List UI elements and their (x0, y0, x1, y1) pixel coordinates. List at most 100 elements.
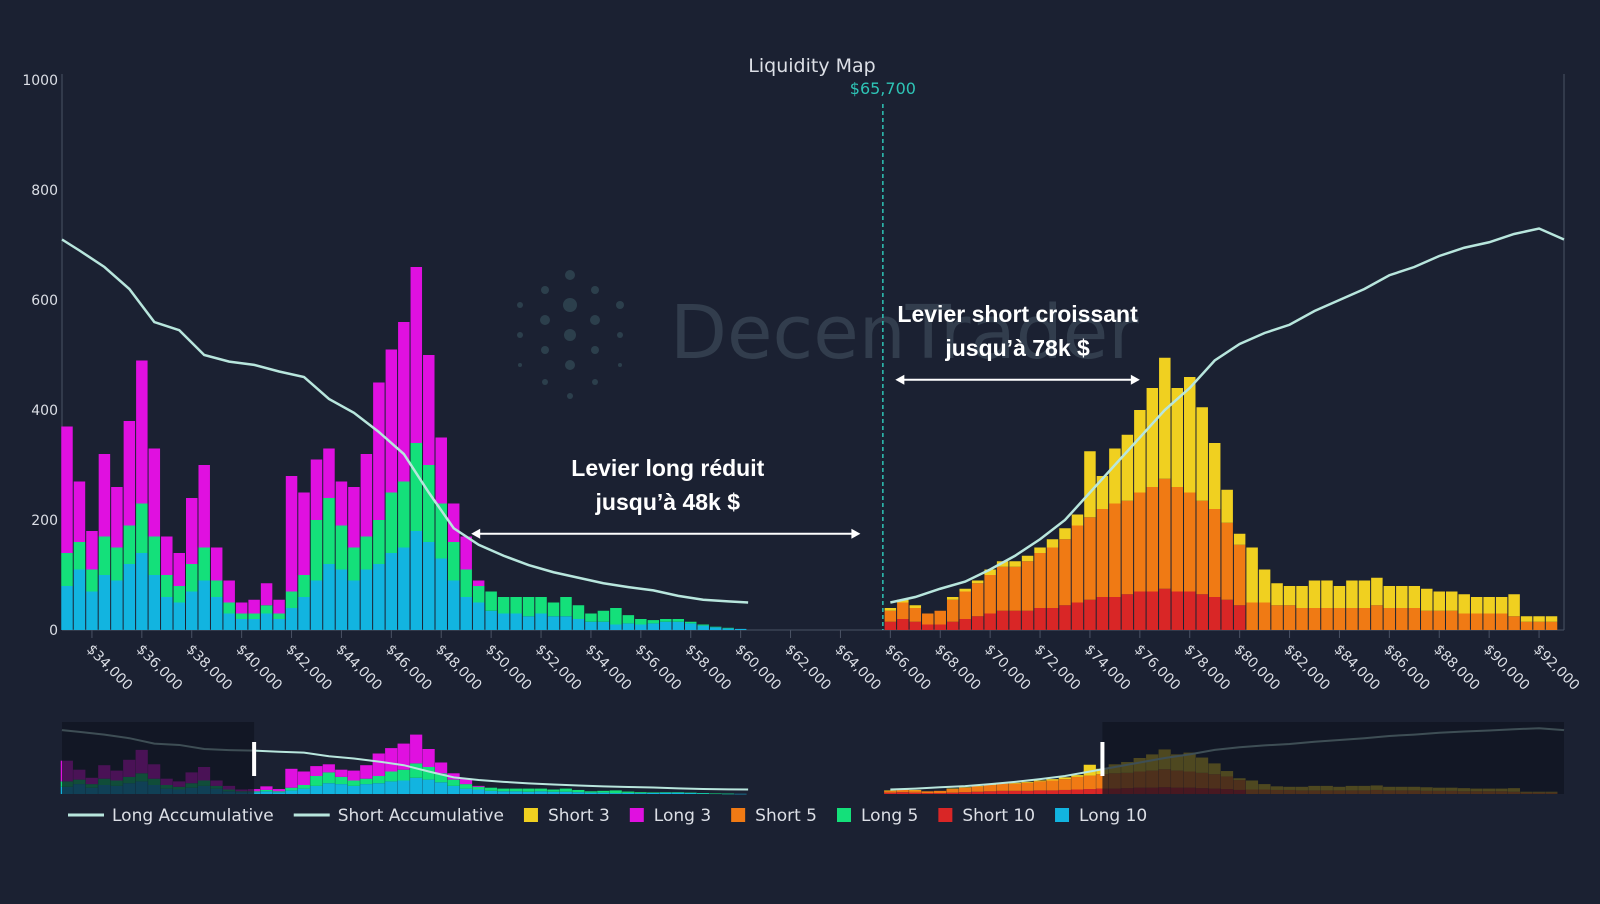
mini-bar-long-5 (347, 780, 360, 786)
bar-short-5 (1508, 616, 1520, 630)
bar-long-5 (472, 586, 485, 603)
bar-long-10 (734, 628, 747, 630)
legend-label: Long 5 (861, 806, 918, 826)
slider-handle-right[interactable] (1100, 742, 1105, 776)
bar-short-10 (1121, 594, 1134, 630)
bar-short-5 (1084, 517, 1096, 600)
legend-label: Short 3 (548, 806, 610, 826)
mini-bar-long-10 (297, 788, 310, 794)
bar-short-3 (1508, 594, 1520, 617)
mini-bar-long-5 (497, 788, 510, 792)
bar-short-10 (1233, 605, 1246, 630)
bar-short-10 (1059, 605, 1071, 630)
legend-item-long-5: Long 5 (837, 806, 918, 826)
mini-bar-long-3 (397, 743, 410, 770)
bar-long-10 (485, 610, 497, 630)
annotation-text: jusqu’à 48k $ (595, 489, 741, 515)
bar-long-10 (348, 580, 360, 630)
range-slider[interactable] (60, 722, 1565, 795)
bar-short-5 (1421, 610, 1433, 630)
mini-bar-short-5 (996, 783, 1009, 791)
mini-bar-long-10 (672, 792, 685, 794)
mini-bar-long-5 (721, 793, 735, 795)
bar-long-3 (323, 448, 335, 498)
current-price-marker: $65,700 (850, 79, 916, 630)
bar-long-3 (460, 536, 472, 570)
bar-short-3 (1421, 588, 1433, 611)
bar-long-5 (223, 602, 235, 614)
bar-short-5 (1059, 539, 1071, 606)
mini-bar-long-10 (734, 793, 747, 795)
bar-long-5 (310, 520, 323, 581)
bar-long-5 (298, 575, 310, 597)
bar-short-10 (1184, 591, 1196, 630)
bar-short-3 (1533, 616, 1545, 622)
bar-short-3 (1346, 580, 1358, 608)
mini-bar-long-5 (484, 787, 498, 791)
bar-short-5 (1208, 509, 1221, 597)
y-tick-label: 200 (31, 513, 58, 529)
legend-label: Long 3 (654, 806, 711, 826)
mini-bar-short-10 (1071, 789, 1084, 794)
bar-long-10 (385, 553, 398, 630)
mini-bar-long-5 (472, 786, 485, 790)
bar-long-5 (460, 569, 472, 597)
bar-long-10 (635, 624, 647, 630)
bar-long-3 (161, 536, 173, 575)
mini-bar-long-5 (285, 787, 298, 791)
bar-long-3 (61, 426, 73, 553)
bar-long-10 (310, 580, 323, 630)
bars (61, 267, 1558, 630)
bar-long-5 (672, 619, 685, 622)
watermark-dot (590, 315, 600, 325)
bar-long-3 (148, 448, 161, 537)
mini-bar-long-5 (522, 788, 535, 792)
watermark-dot (591, 286, 599, 294)
mini-bar-long-5 (272, 791, 286, 793)
bar-short-10 (1134, 591, 1146, 630)
bar-long-5 (685, 621, 697, 624)
legend-item-long-accumulative: Long Accumulative (68, 806, 274, 826)
legend-box-swatch (629, 808, 644, 822)
bar-short-5 (1321, 608, 1333, 630)
bar-long-5 (423, 465, 435, 542)
bar-short-5 (934, 610, 946, 625)
bar-short-5 (1296, 608, 1308, 630)
bar-short-5 (1333, 608, 1346, 630)
mini-bar-long-3 (335, 769, 348, 777)
mini-bar-long-3 (285, 768, 298, 788)
x-tick-label: $70,000 (981, 642, 1033, 694)
bar-long-5 (123, 525, 136, 564)
bar-long-5 (210, 580, 223, 597)
slider-handle-left[interactable] (252, 742, 257, 776)
bar-short-5 (1470, 613, 1483, 630)
bar-long-5 (111, 547, 123, 581)
annotations: Levier long réduit jusqu’à 48k $ Levier sh… (471, 301, 1140, 539)
bar-long-10 (61, 586, 73, 630)
watermark-dot (567, 393, 573, 399)
bar-long-10 (709, 627, 722, 630)
bar-long-3 (198, 465, 210, 548)
x-tick-label: $66,000 (882, 642, 934, 694)
line-long-accumulative (61, 238, 749, 604)
bar-short-10 (909, 621, 922, 630)
watermark-dot (540, 315, 550, 325)
bar-long-5 (248, 613, 260, 619)
bar-short-5 (1009, 566, 1021, 611)
bar-long-10 (173, 602, 186, 630)
bar-short-3 (1383, 586, 1396, 608)
bar-short-5 (1433, 610, 1445, 630)
bar-short-5 (996, 566, 1009, 611)
mini-bar-long-10 (634, 793, 647, 794)
bar-long-5 (610, 608, 622, 625)
line-short-accumulative (890, 227, 1565, 604)
mini-bar-long-10 (534, 791, 547, 794)
mini-bar-long-10 (622, 792, 635, 794)
mini-bar-long-5 (534, 788, 547, 792)
bar-long-3 (447, 503, 460, 542)
x-tick-label: $50,000 (482, 642, 534, 694)
bar-short-10 (1046, 608, 1059, 630)
bar-long-5 (373, 520, 385, 564)
mini-bar-long-5 (260, 789, 273, 792)
bar-long-10 (248, 619, 260, 630)
